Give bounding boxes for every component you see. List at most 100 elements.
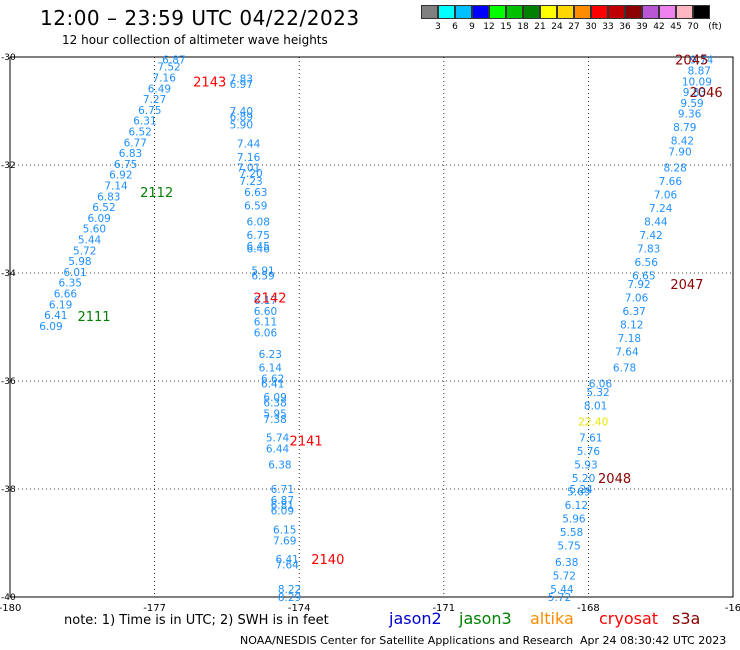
wave-height-value: 8.87 <box>688 66 711 78</box>
colorbar-label: 42 <box>653 22 665 32</box>
wave-height-value: 5.60 <box>83 224 106 236</box>
wave-height-value: 6.09 <box>87 213 110 225</box>
wave-height-value: 6.41 <box>44 310 67 322</box>
wave-height-value: 5.58 <box>560 527 583 539</box>
x-tick-label: -177 <box>143 603 166 614</box>
colorbar-swatch <box>693 5 710 19</box>
wave-height-value: 6.65 <box>632 271 655 283</box>
wave-height-value: 8.12 <box>620 319 643 331</box>
wave-height-value: 5.90 <box>230 120 253 132</box>
wave-height-value: 6.83 <box>119 148 142 160</box>
colorbar-swatch <box>574 5 591 19</box>
wave-height-value: 8.28 <box>663 163 686 175</box>
wave-height-value: 6.08 <box>247 217 270 229</box>
track-label-2047: 2047 <box>670 278 703 293</box>
wave-height-value: 6.87 <box>271 495 294 507</box>
colorbar-swatch <box>591 5 608 19</box>
legend-altika: altika <box>530 609 574 628</box>
wave-height-value: 6.77 <box>124 137 147 149</box>
wave-height-value: 6.38 <box>555 557 578 569</box>
y-tick-label: -34 <box>1 269 16 279</box>
wave-height-value: 6.59 <box>251 271 274 283</box>
wave-height-value: 8.44 <box>644 217 668 229</box>
y-tick-label: -40 <box>1 593 16 603</box>
wave-height-value: 6.44 <box>266 444 290 456</box>
track-label-2046: 2046 <box>690 86 723 101</box>
colorbar-swatch <box>625 5 642 19</box>
wave-height-value: 5.72 <box>548 592 571 604</box>
wave-height-value: 7.23 <box>239 176 262 188</box>
wave-height-value: 6.56 <box>635 257 659 269</box>
wave-height-value: 7.66 <box>659 176 683 188</box>
colorbar-label: 9 <box>469 22 475 32</box>
wave-height-value: 7.44 <box>237 138 261 150</box>
wave-height-value: 7.40 <box>230 106 253 118</box>
colorbar-label: 3 <box>435 22 441 32</box>
wave-height-value: 6.75 <box>114 159 137 171</box>
wave-height-value: 6.52 <box>92 202 115 214</box>
chart-title: 12:00 – 23:59 UTC 04/22/2023 <box>40 6 360 30</box>
colorbar-swatch <box>557 5 574 19</box>
colorbar-label: 39 <box>636 22 648 32</box>
wave-height-value: 7.83 <box>637 244 660 256</box>
wave-height-value: 6.89 <box>230 111 253 123</box>
wave-height-value: 6.19 <box>49 299 72 311</box>
wave-height-value: 5.96 <box>562 514 586 526</box>
wave-height-value: 9.74 <box>690 55 714 67</box>
wave-height-value: 7.20 <box>239 168 262 180</box>
colorbar-label: 6 <box>452 22 458 32</box>
legend-jason3: jason3 <box>459 609 512 628</box>
wave-height-value: 6.75 <box>138 105 161 117</box>
colorbar-label: 18 <box>517 22 529 32</box>
colorbar-label: 36 <box>619 22 631 32</box>
wave-height-value: 6.09 <box>39 321 62 333</box>
track-label-2112: 2112 <box>140 186 173 201</box>
wave-height-value: 7.92 <box>627 279 650 291</box>
wave-height-value: 6.81 <box>271 500 294 512</box>
wave-height-value: 6.87 <box>162 55 185 67</box>
colorbar-label: 33 <box>602 22 614 32</box>
y-tick-label: -36 <box>1 377 16 387</box>
wave-height-value: 7.16 <box>237 152 261 164</box>
wave-height-value: 7.64 <box>615 346 639 358</box>
colorbar-swatch <box>642 5 659 19</box>
wave-height-value: 8.22 <box>278 584 301 596</box>
wave-height-value: 5.44 <box>78 235 102 247</box>
wave-height-value: 6.71 <box>271 484 294 496</box>
colorbar-swatch <box>455 5 472 19</box>
x-tick-label: -174 <box>288 603 311 614</box>
colorbar-swatch <box>472 5 489 19</box>
wave-height-value: 5.72 <box>73 245 96 257</box>
wave-height-value: 7.16 <box>153 73 177 85</box>
wave-height-value: 8.79 <box>673 122 696 134</box>
y-tick-label: -30 <box>1 53 16 63</box>
colorbar-unit: (ft) <box>708 22 722 32</box>
wave-height-value: 8.01 <box>584 400 607 412</box>
wave-height-value: 6.35 <box>59 278 82 290</box>
wave-height-value: 6.92 <box>109 170 132 182</box>
wave-height-value: 10.09 <box>682 76 712 88</box>
wave-height-value: 9.83 <box>683 87 706 99</box>
wave-height-value: 22.40 <box>578 417 608 429</box>
wave-height-value: 6.37 <box>622 306 645 318</box>
wave-height-value: 6.63 <box>244 187 267 199</box>
wave-height-value: 7.18 <box>618 333 641 345</box>
y-tick-label: -32 <box>1 161 16 171</box>
wave-height-value: 6.78 <box>613 363 636 375</box>
wave-height-value: 9.59 <box>680 98 703 110</box>
wave-height-value: 7.64 <box>275 560 299 572</box>
wave-height-value: 5.72 <box>553 570 576 582</box>
colorbar-label: 27 <box>568 22 580 32</box>
colorbar-swatch <box>608 5 625 19</box>
wave-height-value: 6.14 <box>259 363 283 375</box>
wave-height-value: 6.17 <box>254 295 277 307</box>
wave-height-value: 7.90 <box>668 147 691 159</box>
colorbar-label: 45 <box>670 22 682 32</box>
colorbar-swatch <box>421 5 438 19</box>
colorbar-label: 70 <box>687 22 699 32</box>
wave-height-value: 6.06 <box>254 327 278 339</box>
wave-height-value: 7.27 <box>143 94 166 106</box>
track-label-2111: 2111 <box>77 310 110 325</box>
wave-height-value: 6.52 <box>128 127 151 139</box>
wave-height-value: 6.75 <box>247 230 270 242</box>
